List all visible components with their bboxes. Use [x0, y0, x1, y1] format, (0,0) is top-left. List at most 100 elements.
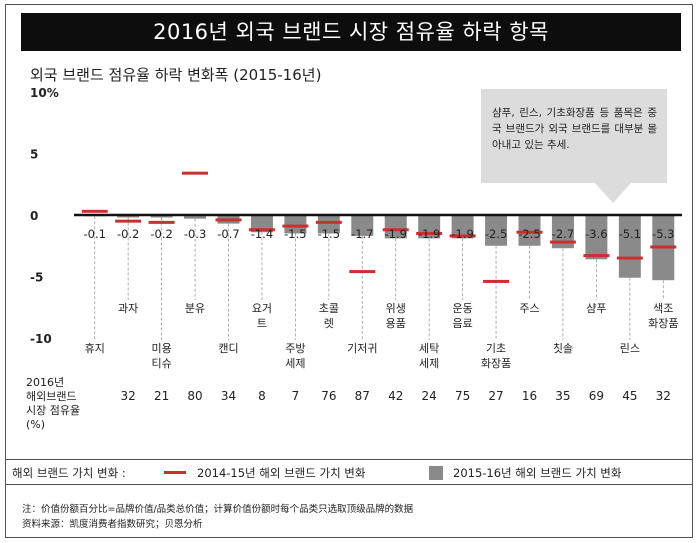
y-tick-label: 5: [30, 148, 38, 162]
bar: [351, 215, 374, 236]
data-label: -0.7: [217, 227, 239, 241]
marker-2014-15: [516, 230, 543, 234]
data-label: -5.3: [652, 227, 674, 241]
legend-label: 해외 브랜드 가치 변화 :: [12, 466, 126, 480]
data-label: -1.5: [318, 227, 340, 241]
market-share-label-line: 해외브랜드: [26, 390, 77, 403]
bar: [451, 215, 474, 239]
data-label: -1.5: [284, 227, 306, 241]
marker-2014-15: [282, 224, 309, 228]
market-share-value: 35: [555, 389, 570, 403]
category-label: 트: [257, 317, 267, 330]
data-label: -2.7: [552, 227, 574, 241]
page-title: 2016년 외국 브랜드 시장 점유율 하락 항목: [21, 13, 681, 51]
market-share-value: 32: [656, 389, 671, 403]
y-tick-label: -10: [30, 332, 52, 346]
data-label: -1.9: [384, 227, 406, 241]
category-label: 세제: [285, 357, 305, 370]
marker-2014-15: [248, 228, 275, 232]
market-share-value: 42: [388, 389, 403, 403]
bar: [585, 215, 608, 260]
data-label: -0.2: [150, 227, 172, 241]
category-label: 캔디: [218, 342, 238, 355]
category-label: 린스: [620, 342, 640, 355]
annotation-callout: 샴푸, 린스, 기초화장품 등 품목은 중국 브랜드가 외국 브랜드를 대부분 …: [481, 89, 667, 183]
category-label: 요거: [252, 302, 272, 315]
bar: [317, 215, 340, 234]
category-label: 화장품: [648, 317, 678, 330]
marker-2014-15: [549, 240, 576, 244]
market-share-label: 2016년 해외브랜드 시장 점유율 (%): [26, 376, 80, 432]
y-tick-label: 10%: [30, 86, 59, 100]
category-label: 위생: [386, 302, 406, 315]
marker-2014-15: [483, 279, 510, 283]
category-label: 색조: [653, 302, 673, 315]
category-label: 분유: [185, 302, 205, 315]
category-label: 세탁: [419, 342, 439, 355]
data-label: -0.1: [83, 227, 105, 241]
y-tick-label: -5: [30, 271, 43, 285]
market-share-value: 24: [422, 389, 437, 403]
market-share-label-line: 시장 점유율: [26, 404, 81, 417]
data-label: -5.1: [619, 227, 641, 241]
category-label: 휴지: [85, 342, 105, 355]
category-label: 운동: [452, 302, 472, 315]
marker-2014-15: [650, 245, 677, 249]
market-share-value: 32: [121, 389, 136, 403]
marker-2014-15: [583, 254, 610, 258]
market-share-value: 7: [292, 389, 300, 403]
bar: [618, 215, 641, 278]
legend-entry-2015-16: 2015-16년 해외 브랜드 가치 변화: [453, 466, 622, 480]
annotation-callout-tail: [595, 183, 631, 203]
data-label: -1.9: [418, 227, 440, 241]
category-label: 주스: [519, 302, 539, 315]
market-share-value: 80: [187, 389, 202, 403]
bar: [184, 215, 207, 219]
category-label: 티슈: [151, 357, 171, 370]
bar: [518, 215, 541, 246]
market-share-value: 34: [221, 389, 236, 403]
legend: 해외 브랜드 가치 변화 : 2014-15년 해외 브랜드 가치 변화 201…: [6, 459, 692, 485]
legend-swatch-2015-16: [429, 466, 443, 480]
bar: [250, 215, 273, 233]
data-label: -1.7: [351, 227, 373, 241]
marker-2014-15: [148, 220, 175, 224]
category-label: 세제: [419, 357, 439, 370]
legend-swatch-2014-15: [164, 471, 186, 474]
footer-note: 注：价值份额百分比=品牌价值/品类总价值；计算价值份额时每个品类只选取顶级品牌的…: [22, 504, 414, 515]
market-share-label-line: 2016년: [26, 376, 65, 389]
data-label: -2.5: [518, 227, 540, 241]
bar: [284, 215, 307, 234]
marker-2014-15: [416, 231, 443, 235]
category-label: 렛: [324, 317, 334, 330]
marker-2014-15: [115, 219, 142, 223]
legend-entry-2014-15: 2014-15년 해외 브랜드 가치 변화: [197, 466, 366, 480]
category-label: 초콜: [319, 302, 339, 315]
market-share-value: 27: [488, 389, 503, 403]
marker-2014-15: [449, 234, 476, 238]
footer: 注：价值份额百分比=品牌价值/品类总价值；计算价值份额时每个品类只选取顶级品牌的…: [22, 502, 413, 532]
market-share-value: 21: [154, 389, 169, 403]
market-share-label-line: (%): [26, 418, 46, 431]
chart-subtitle: 외국 브랜드 점유율 하락 변화폭 (2015-16년): [30, 66, 322, 84]
data-label: -1.9: [451, 227, 473, 241]
category-label: 과자: [118, 302, 138, 315]
data-label: -1.4: [251, 227, 273, 241]
marker-2014-15: [382, 228, 409, 232]
footer-source: 资料来源：凯度消费者指数研究；贝恩分析: [22, 519, 203, 530]
category-label: 용품: [386, 317, 406, 330]
category-label: 기초: [486, 342, 506, 355]
marker-2014-15: [315, 220, 342, 224]
market-share-value: 69: [589, 389, 604, 403]
category-label: 미용: [151, 342, 171, 355]
market-share-value: 8: [258, 389, 266, 403]
marker-2014-15: [215, 218, 242, 222]
data-label: -3.6: [585, 227, 607, 241]
data-label: -2.5: [485, 227, 507, 241]
market-share-value: 45: [622, 389, 637, 403]
category-label: 기저귀: [347, 342, 377, 355]
marker-2014-15: [616, 256, 643, 260]
marker-2014-15: [81, 209, 108, 213]
category-label: 샴푸: [586, 302, 606, 315]
